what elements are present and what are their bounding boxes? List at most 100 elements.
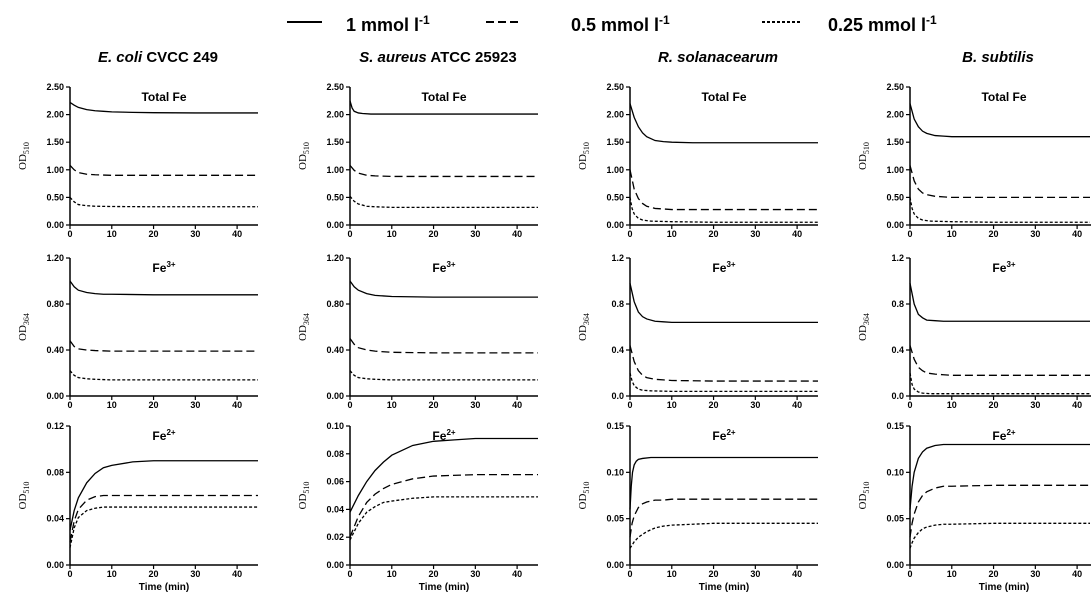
legend-label: 0.25 mmol l-1 (828, 13, 937, 35)
x-tick-label: 10 (107, 400, 117, 410)
y-tick-label: 0.02 (326, 532, 344, 542)
series-line-solid (69, 460, 258, 531)
y-tick-label: 0.4 (891, 345, 904, 355)
legend-item-0: 1 mmol l-1 (287, 13, 430, 35)
x-tick-label: 0 (907, 229, 912, 239)
x-tick-label: 20 (429, 569, 439, 579)
series-line-dotted (909, 372, 1090, 395)
x-tick-label: 30 (1030, 569, 1040, 579)
series-line-dotted (349, 195, 538, 208)
y-axis-label: OD510 (857, 142, 871, 170)
x-tick-label: 40 (792, 229, 802, 239)
y-tick-label: 2.50 (886, 82, 904, 92)
x-tick-label: 10 (387, 569, 397, 579)
series-line-solid (909, 103, 1090, 138)
y-tick-label: 0.00 (886, 220, 904, 230)
y-tick-label: 0.0 (891, 391, 904, 401)
x-tick-label: 0 (347, 229, 352, 239)
x-tick-label: 0 (907, 569, 912, 579)
x-tick-label: 20 (429, 400, 439, 410)
y-tick-label: 1.00 (886, 165, 904, 175)
y-tick-label: 2.00 (46, 110, 64, 120)
y-axis-label: OD510 (17, 142, 31, 170)
x-tick-label: 30 (470, 229, 480, 239)
panel-c2-r1: 0.0 0.4 0.8 1.2 0 10 20 30 40 OD364 Fe3+ (577, 253, 818, 410)
x-tick-label: 30 (750, 400, 760, 410)
series-line-dotted (909, 522, 1090, 549)
legend-label: 0.5 mmol l-1 (571, 13, 670, 35)
x-tick-label: 30 (470, 400, 480, 410)
legend-label: 1 mmol l-1 (346, 13, 430, 35)
y-tick-label: 1.50 (46, 137, 64, 147)
y-tick-label: 0.8 (611, 299, 624, 309)
y-tick-label: 0.80 (326, 299, 344, 309)
x-tick-label: 40 (1072, 400, 1082, 410)
x-tick-label: 10 (667, 400, 677, 410)
x-axis-label: Time (min) (979, 582, 1029, 593)
series-line-dotted (629, 522, 818, 549)
y-tick-label: 1.50 (326, 137, 344, 147)
x-tick-label: 40 (1072, 229, 1082, 239)
y-tick-label: 1.2 (611, 253, 624, 263)
y-tick-label: 0.50 (46, 192, 64, 202)
x-tick-label: 20 (989, 229, 999, 239)
x-tick-label: 40 (792, 569, 802, 579)
series-line-dotted (909, 197, 1090, 223)
panel-c3-r1: 0.0 0.4 0.8 1.2 0 10 20 30 40 OD364 Fe3+ (857, 253, 1091, 410)
panel-title: Total Fe (701, 90, 746, 104)
y-tick-label: 2.00 (886, 110, 904, 120)
y-axis-label: OD510 (17, 482, 31, 510)
series-line-solid (629, 283, 818, 324)
y-tick-label: 1.00 (606, 165, 624, 175)
series-line-solid (909, 283, 1090, 322)
panel-title: Total Fe (981, 90, 1026, 104)
series-line-dashed (909, 345, 1090, 376)
panel-c1-r1: 0.00 0.40 0.80 1.20 0 10 20 30 40 OD364 Fe3+ (297, 253, 538, 410)
y-tick-label: 0.10 (606, 467, 624, 477)
x-tick-label: 30 (190, 400, 200, 410)
column-title-1: S. aureus ATCC 25923 (359, 49, 517, 66)
series-line-dashed (349, 164, 538, 178)
y-tick-label: 0.8 (891, 299, 904, 309)
panel-title: Fe2+ (712, 428, 735, 443)
x-tick-label: 10 (947, 229, 957, 239)
x-tick-label: 10 (667, 229, 677, 239)
y-tick-label: 0.00 (606, 560, 624, 570)
panel-c3-r0: 0.00 0.50 1.00 1.50 2.00 2.50 0 10 20 30 40 OD510 To… (857, 82, 1091, 239)
x-tick-label: 0 (67, 569, 72, 579)
y-tick-label: 2.50 (46, 82, 64, 92)
panel-c0-r1: 0.00 0.40 0.80 1.20 0 10 20 30 40 OD364 Fe3+ (17, 253, 258, 410)
y-axis-label: OD364 (17, 313, 31, 341)
series-line-solid (629, 103, 818, 144)
x-tick-label: 30 (750, 229, 760, 239)
series-line-solid (69, 101, 258, 114)
y-tick-label: 1.2 (891, 253, 904, 263)
y-tick-label: 0.08 (326, 449, 344, 459)
series-line-solid (629, 456, 818, 510)
series-line-solid (909, 443, 1090, 510)
x-tick-label: 40 (1072, 569, 1082, 579)
panel-title: Fe3+ (992, 260, 1015, 275)
x-tick-label: 0 (627, 229, 632, 239)
y-tick-label: 2.50 (606, 82, 624, 92)
x-tick-label: 40 (512, 229, 522, 239)
x-tick-label: 30 (190, 229, 200, 239)
x-tick-label: 10 (947, 400, 957, 410)
panel-title: Fe3+ (152, 260, 175, 275)
y-tick-label: 0.40 (326, 345, 344, 355)
series-line-dashed (349, 474, 538, 538)
series-line-dotted (69, 196, 258, 208)
y-tick-label: 1.50 (886, 137, 904, 147)
y-tick-label: 0.0 (611, 391, 624, 401)
y-tick-label: 0.00 (326, 220, 344, 230)
legend: 1 mmol l-1 0.5 mmol l-1 0.25 mmol l-1 (287, 13, 937, 35)
column-title-2: R. solanacearum (658, 49, 778, 66)
x-tick-label: 40 (512, 400, 522, 410)
x-tick-label: 20 (149, 400, 159, 410)
panel-c1-r2: 0.00 0.02 0.04 0.06 0.08 0.10 0 10 20 30 40 OD510 Fe… (297, 421, 538, 593)
y-tick-label: 0.4 (611, 345, 624, 355)
x-tick-label: 20 (989, 569, 999, 579)
x-tick-label: 20 (149, 569, 159, 579)
series-line-dotted (629, 372, 818, 393)
